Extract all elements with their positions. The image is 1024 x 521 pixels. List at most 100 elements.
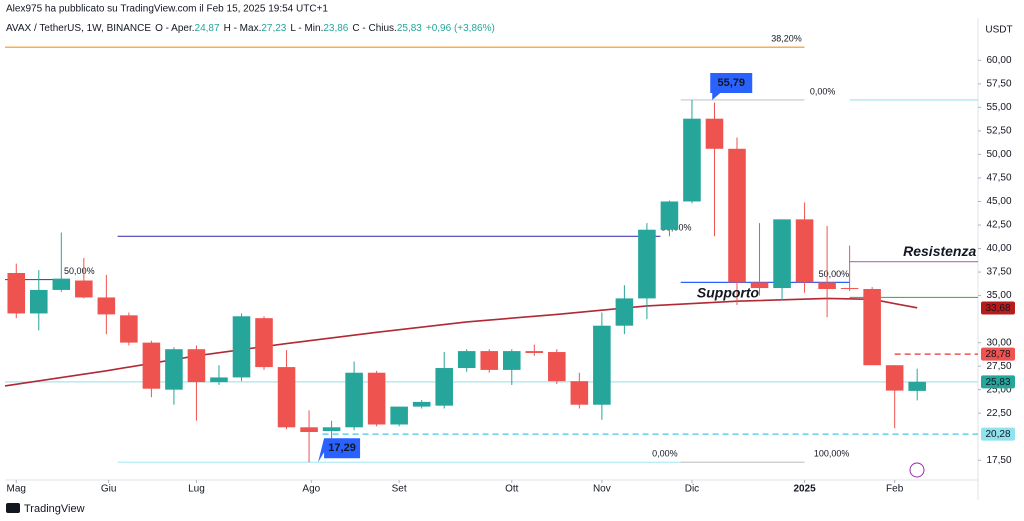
- candle-body: [773, 219, 791, 289]
- ohlc-value: 25,83: [397, 23, 422, 34]
- y-tick-label: 25,00: [986, 384, 1011, 395]
- candle-body: [7, 272, 26, 314]
- price-tag-label: 28,78: [985, 349, 1010, 360]
- price-tag: [981, 427, 1015, 441]
- candle-body: [750, 282, 769, 289]
- brand: TradingView: [6, 503, 85, 515]
- level-label: 0,00%: [652, 449, 678, 459]
- y-tick-label: 55,00: [986, 102, 1011, 113]
- callout-label: 55,79: [717, 77, 745, 89]
- candle-body: [120, 315, 138, 343]
- candle-body: [795, 219, 814, 283]
- candle-body: [277, 367, 296, 428]
- candle-body: [97, 297, 116, 315]
- symbol-line: AVAX / TetherUS, 1W, BINANCE O - Aper.24,…: [6, 23, 495, 34]
- y-tick-label: 50,00: [986, 149, 1011, 160]
- x-tick-label: Set: [392, 484, 407, 495]
- candle-body: [165, 349, 183, 390]
- ohlc-value: 27,23: [261, 23, 286, 34]
- candle-body: [435, 368, 453, 406]
- candle-body: [390, 406, 408, 425]
- candle-body: [232, 316, 251, 378]
- level-label: 50,00%: [819, 269, 850, 279]
- x-tick-label: Ott: [505, 484, 519, 495]
- annotation: Resistenza: [903, 243, 976, 259]
- ohlc-label: H - Max.: [224, 23, 262, 34]
- currency: USDT: [985, 25, 1012, 36]
- y-tick-label: 42,50: [986, 220, 1011, 231]
- x-tick-label: Dic: [685, 484, 699, 495]
- candle-body: [30, 289, 48, 314]
- y-tick-label: 37,50: [986, 267, 1011, 278]
- x-tick-label: Feb: [886, 484, 904, 495]
- symbol: AVAX / TetherUS, 1W, BINANCE: [6, 23, 151, 34]
- candle-body: [142, 342, 161, 389]
- x-tick-label: Lug: [188, 484, 205, 495]
- y-tick-label: 40,00: [986, 243, 1011, 254]
- candle-body: [818, 282, 836, 289]
- level-label: 0,00%: [810, 86, 836, 96]
- y-tick-label: 47,50: [986, 173, 1011, 184]
- y-tick-label: 30,00: [986, 337, 1011, 348]
- publisher-line: Alex975 ha pubblicato su TradingView.com…: [6, 4, 328, 15]
- candle-body: [52, 278, 71, 290]
- level-label: 38,20%: [771, 34, 802, 44]
- candle-body: [502, 351, 521, 370]
- ohlc-label: L - Min.: [290, 23, 323, 34]
- candle-body: [300, 427, 318, 433]
- price-tag: [981, 375, 1015, 389]
- callout-label: 17,29: [328, 442, 356, 454]
- y-tick-label: 52,50: [986, 126, 1011, 137]
- x-tick-label: Nov: [593, 484, 611, 495]
- candle-body: [660, 201, 679, 230]
- x-tick-label: 2025: [793, 484, 816, 495]
- candle-body: [75, 280, 93, 298]
- candle-body: [210, 377, 228, 383]
- price-tag-label: 33,68: [985, 303, 1010, 314]
- x-tick-label: Giu: [101, 484, 117, 495]
- price-tag-label: 20,28: [985, 429, 1010, 440]
- candle-body: [480, 351, 499, 370]
- candle-body: [638, 229, 656, 299]
- y-tick-label: 27,50: [986, 361, 1011, 372]
- candle-body: [593, 325, 611, 405]
- candle-body: [345, 372, 363, 428]
- ohlc-value: 23,86: [323, 23, 348, 34]
- candle-body: [885, 365, 904, 391]
- price-tag: [981, 301, 1015, 315]
- y-tick-label: 35,00: [986, 290, 1011, 301]
- x-tick-label: Ago: [302, 484, 320, 495]
- y-tick-label: 60,00: [986, 55, 1011, 66]
- level-label: 100,00%: [814, 449, 850, 459]
- candle-body: [548, 352, 566, 382]
- brand-logo: [6, 503, 20, 513]
- change: +0,96 (+3,86%): [426, 23, 495, 34]
- candle-body: [705, 118, 724, 149]
- candle-body: [840, 288, 859, 290]
- candle-body: [457, 351, 476, 369]
- candle-body: [908, 381, 926, 391]
- candle-body: [525, 351, 544, 353]
- ohlc-value: 24,87: [195, 23, 220, 34]
- candle-body: [367, 372, 386, 425]
- callout-box: [710, 72, 753, 100]
- candle-body: [255, 318, 273, 368]
- candle-body: [863, 288, 881, 366]
- y-tick-label: 45,00: [986, 196, 1011, 207]
- ohlc-label: C - Chius.: [352, 23, 396, 34]
- candle-body: [683, 118, 701, 202]
- price-tag-label: 25,83: [985, 377, 1010, 388]
- ohlc-label: O - Aper.: [155, 23, 194, 34]
- x-tick-label: Mag: [7, 484, 26, 495]
- brand-name: TradingView: [24, 503, 85, 515]
- candle-body: [412, 401, 431, 407]
- event-icon[interactable]: [909, 462, 925, 478]
- callout-box: [318, 438, 361, 463]
- candle-body: [322, 427, 341, 432]
- candle-body: [728, 148, 746, 283]
- level-label: 50,00%: [64, 266, 95, 276]
- candle-body: [570, 381, 589, 405]
- y-tick-label: 57,50: [986, 79, 1011, 90]
